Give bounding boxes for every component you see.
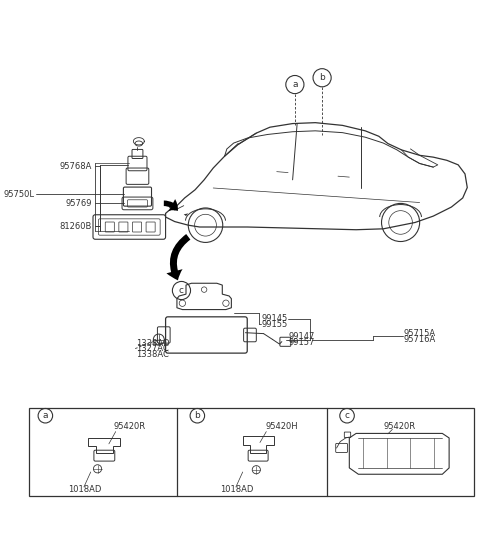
Text: a: a [292, 80, 298, 89]
Text: 95420R: 95420R [384, 422, 416, 431]
Text: c: c [179, 286, 184, 295]
Text: 95750L: 95750L [3, 190, 34, 199]
FancyArrowPatch shape [167, 234, 191, 280]
Text: c: c [345, 411, 349, 420]
Text: b: b [194, 411, 200, 420]
Text: 1338AD: 1338AD [136, 338, 170, 348]
Text: 1338AC: 1338AC [136, 349, 169, 359]
Text: 95420H: 95420H [265, 422, 298, 431]
Text: 99147: 99147 [289, 332, 315, 341]
Text: 99157: 99157 [289, 338, 315, 347]
FancyArrowPatch shape [164, 199, 178, 211]
Text: 95420R: 95420R [113, 422, 145, 431]
Bar [29, 407, 474, 496]
Text: 95768A: 95768A [60, 162, 92, 171]
Polygon shape [184, 214, 188, 216]
Text: 95769: 95769 [66, 199, 92, 208]
Text: 1018AD: 1018AD [68, 485, 101, 493]
Text: 99145: 99145 [262, 314, 288, 323]
Text: 95715A: 95715A [404, 329, 436, 338]
Text: a: a [43, 411, 48, 420]
Text: b: b [319, 73, 325, 82]
Text: 99155: 99155 [262, 320, 288, 328]
Text: 1018AD: 1018AD [220, 485, 253, 493]
Text: 95716A: 95716A [404, 335, 436, 343]
Text: 81260B: 81260B [60, 221, 92, 231]
Text: 1327AC: 1327AC [136, 344, 169, 353]
